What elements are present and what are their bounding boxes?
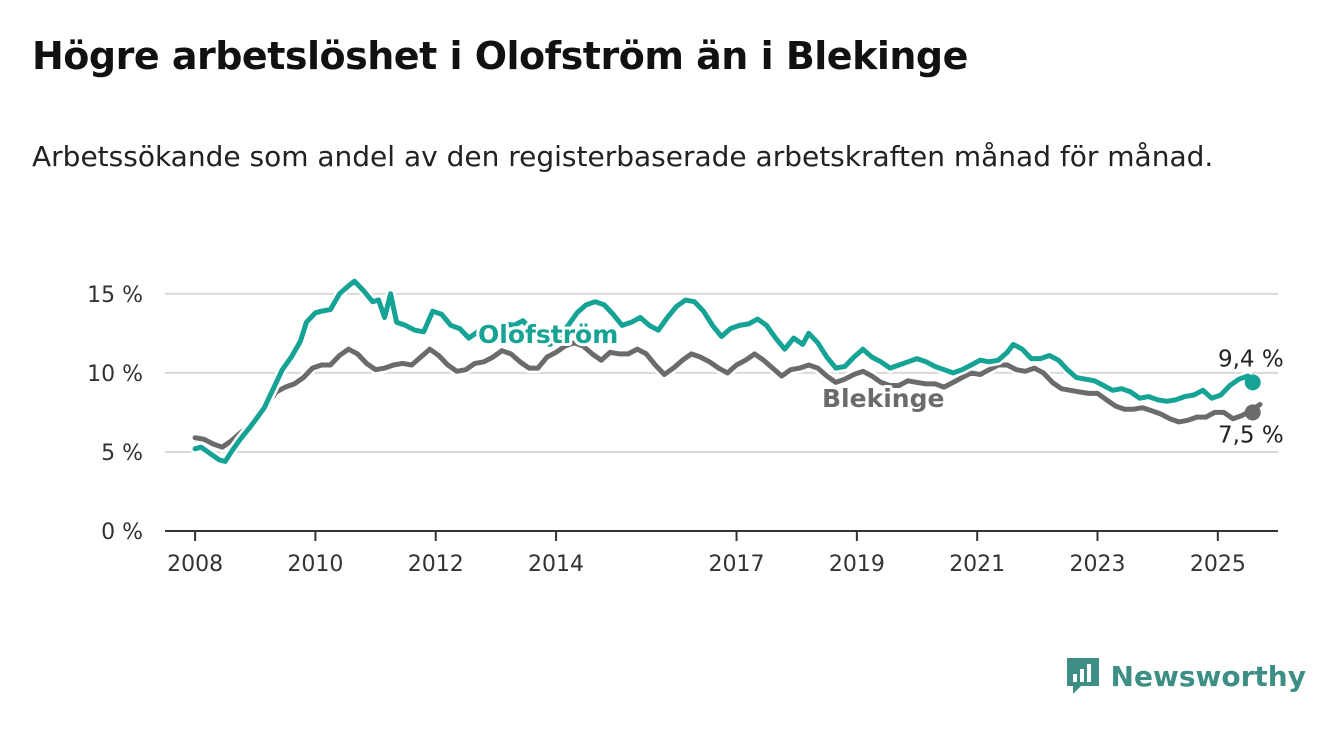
y-axis-ticks: 0 % 5 % 10 % 15 % [87,283,143,545]
newsworthy-logo-icon [1066,658,1099,694]
x-tick-label: 2025 [1190,552,1246,577]
y-tick-label: 0 % [101,520,143,545]
newsworthy-brand: Newsworthy [1065,656,1306,696]
y-tick-label: 10 % [87,362,143,387]
end-label-olofstrom: 9,4 % [1218,346,1284,372]
gridlines [165,292,1278,532]
series-labels: Olofström Blekinge 9,4 % 7,5 % [475,317,1284,448]
x-tick-label: 2008 [167,552,223,577]
y-tick-label: 15 % [87,283,143,308]
chart-subtitle: Arbetssökande som andel av den registerb… [32,140,1214,173]
x-tick-label: 2010 [287,552,343,577]
x-tick-label: 2023 [1070,552,1126,577]
x-tick-label: 2017 [709,552,765,577]
y-tick-label: 5 % [101,441,143,466]
brand-name: Newsworthy [1110,659,1306,693]
series-line-olofström [192,278,1251,464]
x-tick-label: 2012 [408,552,464,577]
line-chart: 0 %5 %10 %15 % 2008 2010 2012 2014 2017 2019 2… [87,276,1284,577]
end-point-blekinge [1244,404,1261,421]
x-tick-label: 2019 [829,552,885,577]
end-point-olofström [1244,374,1261,391]
chart-title: Högre arbetslöshet i Olofström än i Blek… [32,34,968,78]
x-tick-label: 2014 [528,552,584,577]
x-axis-ticks: 2008 2010 2012 2014 2017 2019 2021 2023 2025 [167,531,1246,577]
end-label-blekinge: 7,5 % [1218,422,1284,448]
series-lines [190,276,1265,467]
series-label-olofstrom: Olofström [478,320,618,349]
series-line-blekinge [192,340,1263,450]
series-label-blekinge: Blekinge [822,384,944,413]
x-tick-label: 2021 [949,552,1005,577]
